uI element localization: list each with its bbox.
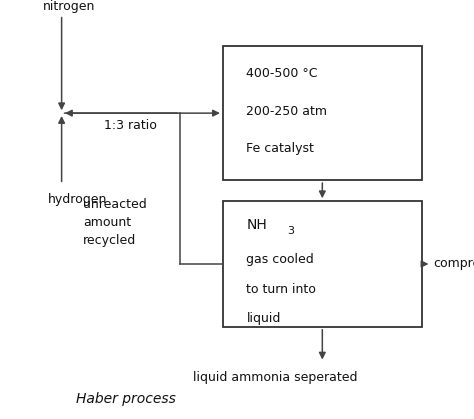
Text: 200-250 atm: 200-250 atm bbox=[246, 105, 328, 118]
Text: to turn into: to turn into bbox=[246, 283, 316, 296]
Text: 3: 3 bbox=[287, 226, 294, 236]
Text: hydrogen: hydrogen bbox=[47, 193, 107, 206]
Bar bbox=[223, 46, 422, 180]
Text: 1:3 ratio: 1:3 ratio bbox=[104, 119, 157, 132]
Text: liquid: liquid bbox=[246, 312, 281, 325]
Text: compresser: compresser bbox=[434, 257, 474, 271]
Text: liquid ammonia seperated: liquid ammonia seperated bbox=[192, 370, 357, 384]
Text: NH: NH bbox=[246, 218, 267, 232]
Text: 400-500 °C: 400-500 °C bbox=[246, 67, 318, 80]
Text: unreacted
amount
recycled: unreacted amount recycled bbox=[83, 198, 146, 246]
Text: nitrogen: nitrogen bbox=[43, 0, 95, 13]
Text: Fe catalyst: Fe catalyst bbox=[246, 142, 314, 155]
Bar bbox=[223, 201, 422, 327]
Text: Haber process: Haber process bbox=[76, 393, 176, 406]
Text: gas cooled: gas cooled bbox=[246, 253, 314, 266]
